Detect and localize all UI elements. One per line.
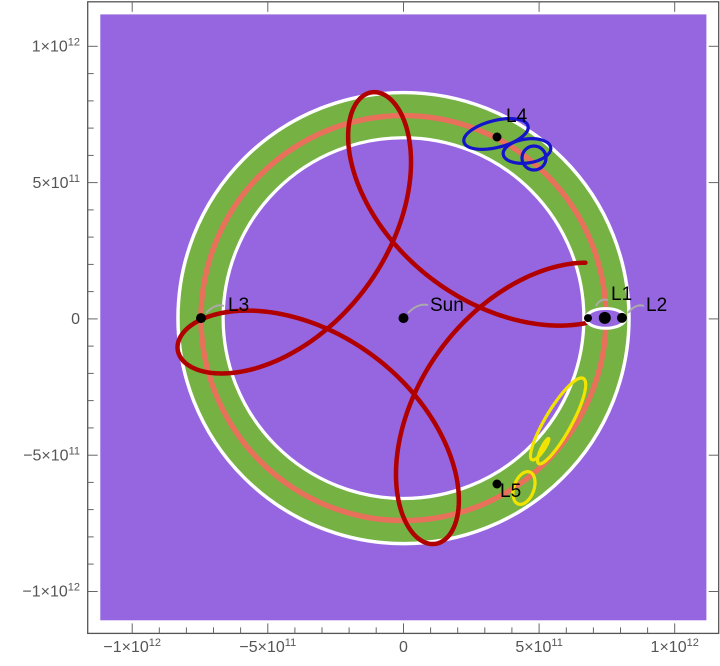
svg-text:L5: L5: [500, 481, 521, 502]
svg-text:L2: L2: [646, 295, 667, 316]
svg-text:L1: L1: [611, 284, 632, 305]
svg-text:0: 0: [71, 311, 80, 328]
svg-text:L4: L4: [506, 106, 528, 127]
svg-text:Sun: Sun: [430, 295, 464, 316]
svg-text:0: 0: [399, 639, 408, 656]
svg-text:L3: L3: [228, 295, 249, 316]
